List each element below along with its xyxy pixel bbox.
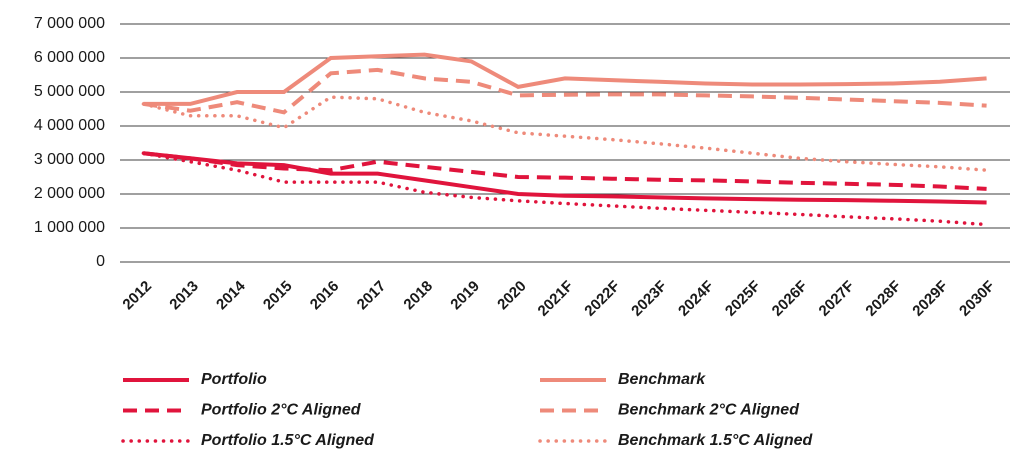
x-tick-label: 2025F [722, 278, 764, 320]
x-tick-label: 2022F [581, 278, 623, 320]
series-line [141, 95, 989, 172]
legend-label: Portfolio [201, 371, 267, 388]
y-tick-label: 7 000 000 [34, 15, 105, 32]
x-tick-label: 2020 [494, 278, 530, 314]
series-line [143, 151, 987, 205]
x-tick-label: 2028F [862, 278, 904, 320]
legend-label: Benchmark [618, 371, 706, 388]
x-tick-label: 2026F [769, 278, 811, 320]
x-tick-label: 2014 [213, 277, 249, 313]
x-tick-label: 2017 [354, 278, 390, 314]
y-tick-label: 0 [96, 253, 105, 270]
y-tick-label: 1 000 000 [34, 219, 105, 236]
x-tick-label: 2015 [260, 278, 296, 314]
x-tick-label: 2018 [400, 278, 436, 314]
series-line [143, 52, 987, 106]
x-tick-label: 2023F [628, 278, 670, 320]
x-tick-label: 2016 [307, 278, 343, 314]
x-tick-label: 2030F [956, 278, 998, 320]
x-tick-label: 2019 [447, 278, 483, 314]
series-line [143, 67, 987, 115]
y-tick-label: 4 000 000 [34, 117, 105, 134]
legend-label: Benchmark 1.5°C Aligned [618, 432, 814, 449]
y-tick-label: 6 000 000 [34, 49, 105, 66]
x-tick-label: 2012 [119, 278, 155, 314]
legend-label: Portfolio 1.5°C Aligned [201, 432, 375, 449]
x-tick-label: 2013 [166, 278, 202, 314]
y-tick-label: 5 000 000 [34, 83, 105, 100]
series-line [143, 151, 987, 191]
y-tick-label: 2 000 000 [34, 185, 105, 202]
x-tick-label: 2027F [816, 278, 858, 320]
x-tick-label: 2021F [535, 278, 577, 320]
legend-label: Benchmark 2°C Aligned [618, 402, 800, 419]
x-tick-label: 2029F [909, 278, 951, 320]
x-tick-label: 2024F [675, 278, 717, 320]
y-tick-label: 3 000 000 [34, 151, 105, 168]
legend-label: Portfolio 2°C Aligned [201, 402, 362, 419]
